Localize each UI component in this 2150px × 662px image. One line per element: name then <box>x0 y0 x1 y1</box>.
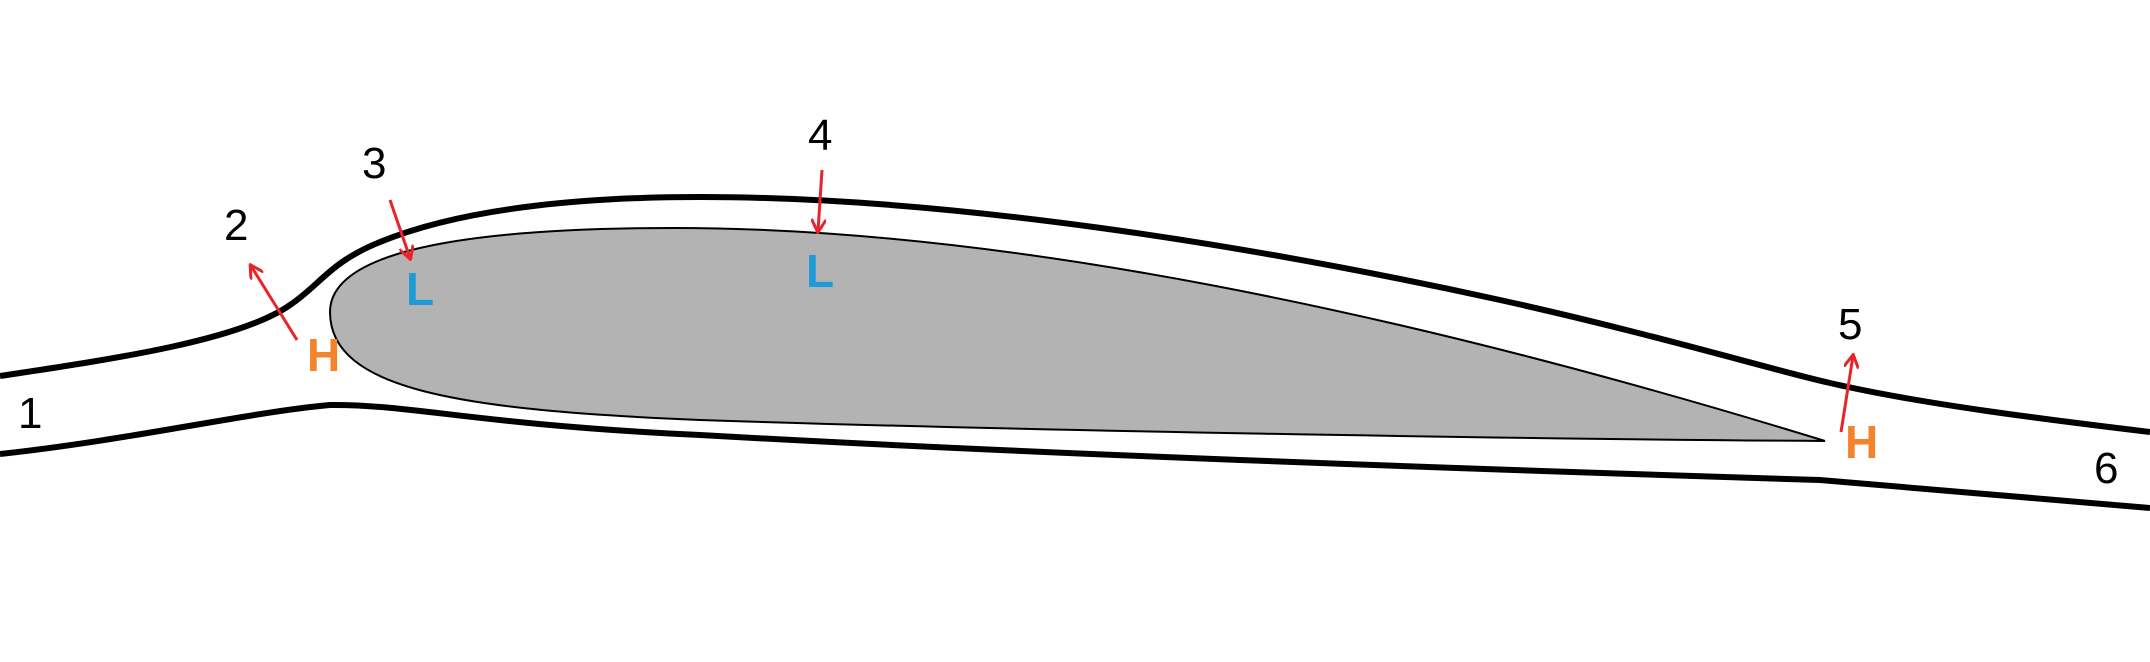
arrow-3 <box>388 199 410 258</box>
low-pressure-marker: L <box>406 263 434 315</box>
high-pressure-marker: H <box>1845 416 1878 468</box>
label-1: 1 <box>18 389 42 438</box>
label-5: 5 <box>1838 300 1862 349</box>
low-pressure-marker: L <box>806 245 834 297</box>
arrow-2 <box>251 266 299 341</box>
high-pressure-marker: H <box>307 329 340 381</box>
arrow-4 <box>818 169 822 231</box>
arrow-5 <box>1839 356 1853 433</box>
label-2: 2 <box>224 201 248 250</box>
lower-streamline <box>0 401 2150 511</box>
label-4: 4 <box>808 111 832 160</box>
label-3: 3 <box>362 139 386 188</box>
airfoil <box>328 226 1826 442</box>
upper-streamline <box>0 193 2150 435</box>
label-6: 6 <box>2094 444 2118 493</box>
